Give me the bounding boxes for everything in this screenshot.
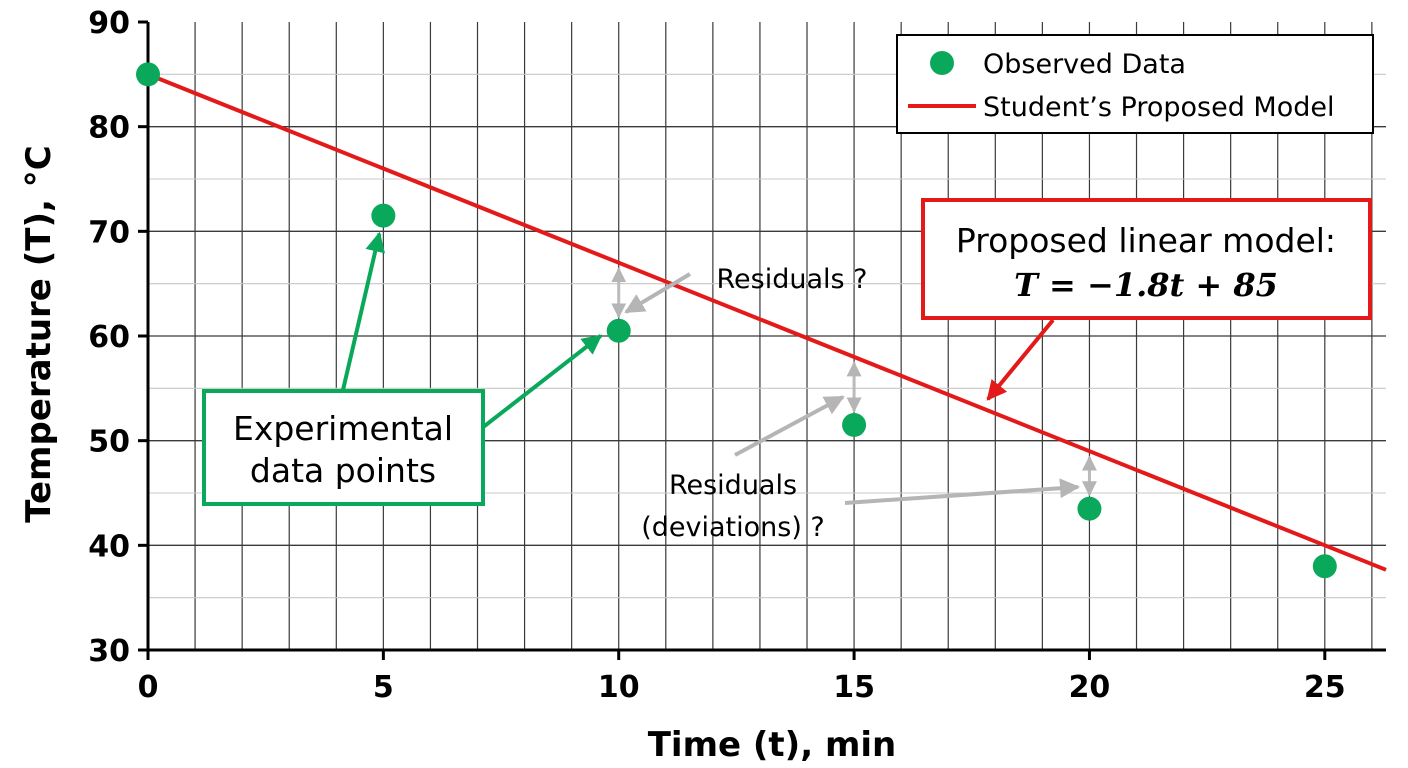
y-tick-label: 30 bbox=[88, 634, 130, 669]
annotations: Residuals ? Residuals (deviations) ? Experi… bbox=[202, 198, 1372, 543]
data-point bbox=[1312, 554, 1337, 579]
data-point bbox=[371, 203, 396, 228]
legend-label-observed: Observed Data bbox=[983, 49, 1186, 80]
data-box bbox=[202, 389, 485, 506]
data-box-arrow bbox=[480, 334, 603, 430]
y-tick-label: 70 bbox=[88, 215, 130, 250]
y-axis-title: Temperature (T), °C bbox=[19, 145, 59, 522]
residuals-pointer bbox=[624, 272, 692, 314]
y-tick-label: 40 bbox=[88, 529, 130, 564]
model-box-arrow bbox=[986, 318, 1055, 401]
data-point bbox=[1077, 496, 1102, 521]
y-tick-label: 60 bbox=[88, 320, 130, 355]
legend-marker-observed bbox=[930, 51, 954, 75]
residuals-pointer bbox=[734, 395, 845, 457]
data-point bbox=[606, 318, 631, 343]
model-box-title: Proposed linear model: bbox=[956, 221, 1336, 260]
residuals-deviations-label-line1: Residuals bbox=[669, 470, 797, 501]
data-box-line2: data points bbox=[250, 451, 436, 490]
x-axis-title: Time (t), min bbox=[648, 725, 897, 765]
y-tick-label: 50 bbox=[88, 425, 130, 460]
model-equation: T = −1.8t + 85 bbox=[1014, 266, 1278, 304]
y-tick-label: 90 bbox=[88, 6, 130, 41]
data-point bbox=[136, 62, 160, 87]
x-tick-label: 5 bbox=[373, 670, 394, 705]
model-box bbox=[921, 198, 1372, 320]
series bbox=[136, 62, 1387, 579]
residuals-label: Residuals ? bbox=[716, 264, 867, 295]
data-point bbox=[842, 412, 867, 437]
x-tick-label: 20 bbox=[1069, 670, 1111, 705]
x-tick-label: 10 bbox=[598, 670, 640, 705]
legend-label-model: Student’s Proposed Model bbox=[983, 92, 1334, 123]
y-tick-label: 80 bbox=[88, 111, 130, 146]
residuals-pointer bbox=[844, 478, 1080, 505]
axes bbox=[138, 20, 1386, 660]
legend: Observed Data Student’s Proposed Model bbox=[896, 34, 1374, 134]
data-box-arrow bbox=[341, 231, 386, 391]
x-tick-label: 25 bbox=[1304, 670, 1346, 705]
x-tick-label: 0 bbox=[138, 670, 159, 705]
model-line bbox=[147, 72, 1387, 572]
tick-labels: 30 40 50 60 70 80 90 0 5 10 15 20 25 Time (t), min Tem… bbox=[19, 6, 1346, 765]
data-box-line1: Experimental bbox=[233, 409, 453, 448]
residuals-deviations-label-line2: (deviations) ? bbox=[641, 512, 825, 543]
legend-box bbox=[896, 34, 1374, 134]
x-tick-label: 15 bbox=[833, 670, 875, 705]
